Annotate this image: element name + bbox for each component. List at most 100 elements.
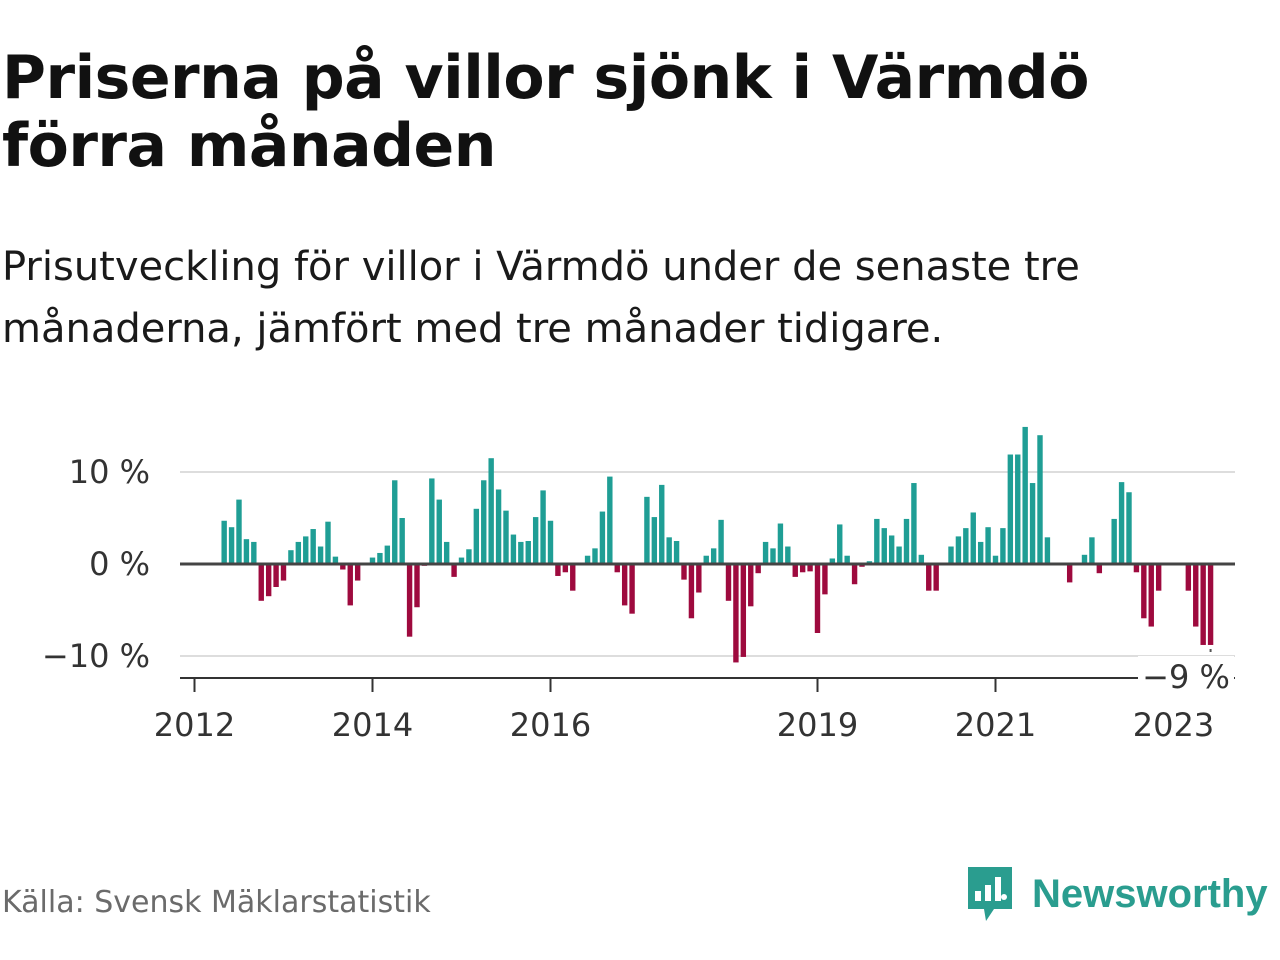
bar-negative <box>347 564 353 606</box>
bar-negative <box>688 564 695 619</box>
bar-negative <box>792 564 798 577</box>
bar-positive <box>495 489 502 564</box>
bar-positive <box>703 555 709 564</box>
bar-positive <box>673 541 680 564</box>
bar-positive <box>443 541 450 564</box>
bar-positive <box>985 527 991 564</box>
y-tick-label: 0 % <box>89 545 150 583</box>
bar-positive <box>948 546 954 564</box>
x-tick-label: 2023 <box>1133 706 1214 744</box>
bar-positive <box>288 550 294 564</box>
x-tick-label: 2014 <box>332 706 413 744</box>
bar-negative <box>280 564 287 581</box>
bar-negative <box>406 564 413 637</box>
bar-positive <box>221 520 227 564</box>
bar-negative <box>555 564 561 576</box>
bar-negative <box>629 564 635 614</box>
bar-positive <box>1000 528 1006 564</box>
bar-negative <box>1096 564 1103 574</box>
bar-negative <box>1066 564 1073 583</box>
source-note: Källa: Svensk Mäklarstatistik <box>2 885 431 920</box>
bar-positive <box>325 521 331 564</box>
bar-negative <box>340 564 346 570</box>
bar-positive <box>429 478 435 564</box>
bar-positive <box>874 518 880 564</box>
bar-negative <box>814 564 821 633</box>
bar-negative <box>740 564 747 657</box>
bar-negative <box>1133 564 1140 573</box>
bar-negative <box>1141 564 1147 619</box>
bar-positive <box>659 484 665 564</box>
bar-positive <box>532 517 539 564</box>
bar-positive <box>599 511 606 564</box>
bar-positive <box>970 512 976 564</box>
bar-positive <box>317 546 324 564</box>
bar-positive <box>310 529 316 564</box>
bar-positive <box>770 548 776 564</box>
bar-negative <box>681 564 687 580</box>
bar-positive <box>955 536 962 564</box>
bar-negative <box>822 564 828 595</box>
bar-positive <box>644 496 650 564</box>
bar-positive <box>896 546 902 564</box>
bar-positive <box>510 534 517 564</box>
bar-negative <box>258 564 264 601</box>
bar-positive <box>540 490 546 564</box>
bar-negative <box>807 564 813 572</box>
bar-positive <box>503 510 509 564</box>
brand-logo: Newsworthy <box>964 862 1268 926</box>
bar-positive <box>977 541 984 564</box>
newsworthy-logo-icon <box>968 867 1012 921</box>
x-tick-label: 2016 <box>510 706 591 744</box>
bar-positive <box>332 556 339 564</box>
bar-positive <box>518 541 524 564</box>
bar-negative <box>354 564 361 581</box>
bar-positive <box>481 480 487 564</box>
bar-positive <box>837 524 843 564</box>
bar-positive <box>251 541 257 564</box>
bar-positive <box>436 499 442 564</box>
bar-positive <box>1037 435 1043 564</box>
bar-positive <box>243 539 250 564</box>
bar-positive <box>710 548 717 564</box>
bar-negative <box>733 564 739 663</box>
bar-positive <box>1015 454 1021 564</box>
bar-positive <box>1081 554 1088 564</box>
bar-negative <box>933 564 939 591</box>
bar-positive <box>236 499 242 564</box>
bar-positive <box>762 541 769 564</box>
gridlines <box>180 471 1235 657</box>
bar-positive <box>1126 492 1132 564</box>
bar-negative <box>799 564 806 573</box>
bar-negative <box>562 564 569 573</box>
bar-positive <box>1118 482 1125 564</box>
bar-negative <box>755 564 761 574</box>
x-tick-label: 2019 <box>777 706 858 744</box>
bar-positive <box>829 558 836 564</box>
bar-negative <box>273 564 279 587</box>
y-tick-label: 10 % <box>69 453 150 491</box>
bar-positive <box>1044 537 1051 564</box>
bar-negative <box>1193 564 1199 627</box>
bar-negative <box>1155 564 1162 591</box>
bar-positive <box>303 536 309 564</box>
bar-positive <box>918 554 925 564</box>
bar-chart: 10 % 0 % −10 %2012 2014 2016 2019 2021 2023 −9 % <box>42 426 1235 744</box>
bar-positive <box>888 535 895 564</box>
bar-negative <box>614 564 620 573</box>
annotation-background <box>1138 656 1234 694</box>
chart-subtitle: Prisutveckling för villor i Värmdö under… <box>2 244 1080 352</box>
bar-negative <box>1185 564 1192 591</box>
bar-negative <box>926 564 932 591</box>
bar-positive <box>911 483 917 564</box>
bar-positive <box>525 541 531 564</box>
bar-negative <box>451 564 457 577</box>
bar-positive <box>458 557 465 564</box>
bar-positive <box>399 518 405 564</box>
bar-positive <box>592 548 598 564</box>
bar-positive <box>1007 454 1014 564</box>
bar-negative <box>851 564 858 585</box>
bar-negative <box>1200 564 1206 645</box>
x-tick-label: 2012 <box>154 706 235 744</box>
bar-positive <box>369 557 376 564</box>
